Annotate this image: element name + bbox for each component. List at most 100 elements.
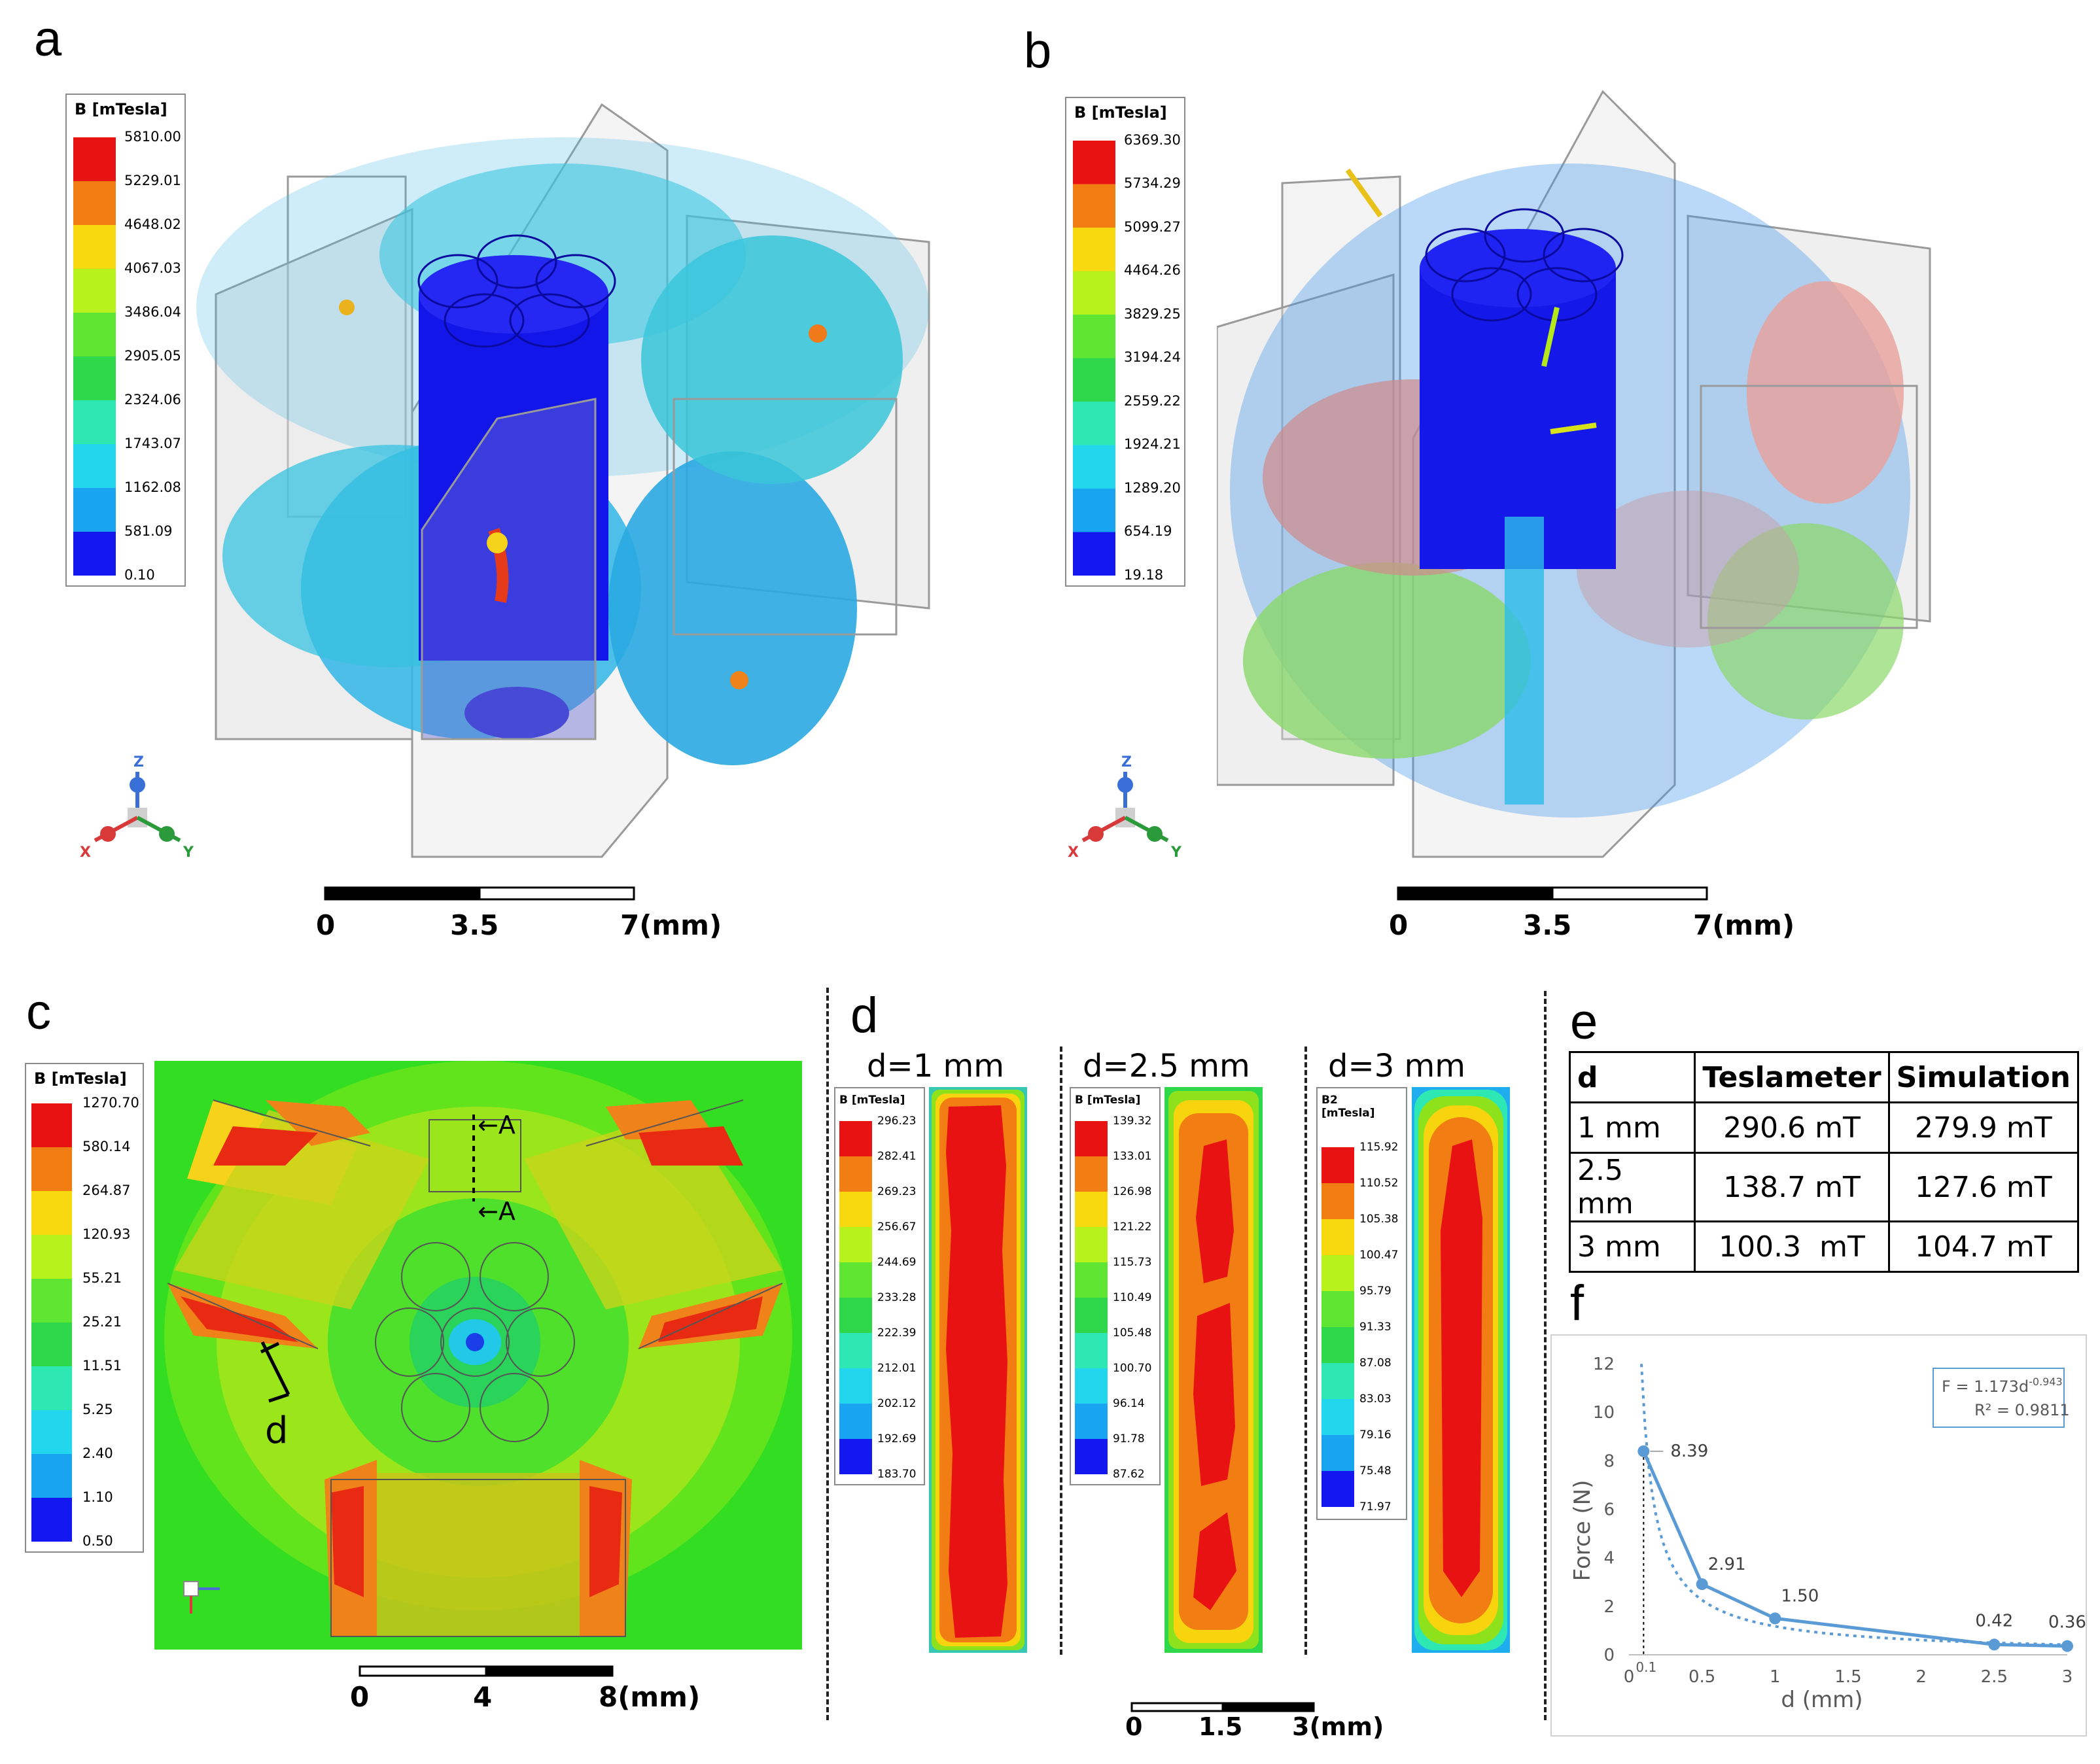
legend-value: 55.21 (82, 1270, 122, 1286)
svg-text:Z: Z (1121, 754, 1132, 770)
legend-value: 3829.25 (1124, 306, 1181, 322)
legend-panel-a: B [mTesla] 5810.00 5229.01 4648.02 4067.… (65, 94, 186, 587)
data-point (1696, 1578, 1708, 1591)
colorbar (73, 137, 116, 576)
table-header: Simulation (1887, 1051, 2080, 1103)
x-tick-label: 2 (1916, 1667, 1927, 1687)
y-tick-label: 2 (1603, 1597, 1615, 1617)
legend-panel-b: B [mTesla] 6369.30 5734.29 5099.27 4464.… (1065, 97, 1185, 587)
scale-bar (1397, 886, 1708, 901)
legend-map-2: B [mTesla] 139.32 133.01 126.98 121.22 1… (1070, 1087, 1161, 1485)
table-cell: 127.6 mT (1887, 1152, 2080, 1222)
svg-text:Y: Y (1170, 844, 1182, 861)
legend-value: 105.38 (1359, 1213, 1399, 1226)
legend-value: 115.92 (1359, 1141, 1399, 1154)
panel-c-field-map (154, 1061, 802, 1650)
y-tick-label: 8 (1603, 1451, 1615, 1471)
x-tick-label: 0.5 (1689, 1667, 1715, 1687)
panel-label-e: e (1570, 994, 1598, 1050)
legend-title: B [mTesla] (1075, 1094, 1141, 1107)
legend-value: 1743.07 (124, 436, 181, 451)
legend-value: 83.03 (1359, 1392, 1391, 1406)
legend-value: 87.62 (1113, 1468, 1145, 1481)
table-cell: 104.7 mT (1887, 1220, 2080, 1273)
legend-value: 1270.70 (82, 1095, 139, 1111)
x-tick-label: 2.5 (1981, 1667, 2008, 1687)
panel-label-b: b (1024, 23, 1052, 78)
legend-value: 121.22 (1113, 1220, 1152, 1234)
table-cell: 2.5 mm (1568, 1152, 1696, 1222)
data-label: 1.50 (1781, 1586, 1819, 1606)
legend-value: 71.97 (1359, 1500, 1391, 1513)
x-tick-label: 3 (2062, 1667, 2073, 1687)
legend-value: 654.19 (1124, 523, 1172, 539)
colorbar (1075, 1121, 1108, 1474)
axis-triad-icon: Z X Y (80, 754, 194, 861)
field-map-d3 (1412, 1087, 1510, 1653)
map-title: d=2.5 mm (1083, 1048, 1250, 1084)
y-tick-label: 10 (1593, 1403, 1615, 1423)
legend-value: 126.98 (1113, 1185, 1152, 1198)
legend-value: 4464.26 (1124, 262, 1181, 278)
legend-value: 2905.05 (124, 348, 181, 364)
table-cell: 279.9 mT (1887, 1101, 2080, 1154)
legend-value: 1289.20 (1124, 480, 1181, 496)
distance-d-label: d (265, 1409, 289, 1452)
legend-value: 5229.01 (124, 173, 181, 188)
legend-value: 100.70 (1113, 1362, 1152, 1375)
scale-label-start: 0 (1125, 1712, 1143, 1741)
table-cell: 138.7 mT (1694, 1152, 1890, 1222)
legend-value: 2559.22 (1124, 393, 1181, 409)
section-marker-a: ←A (478, 1197, 516, 1226)
x-tick-label: 1.5 (1834, 1667, 1861, 1687)
x-axis-label: d (mm) (1781, 1687, 1863, 1713)
table-header-row: d Teslameter Simulation (1568, 1051, 2080, 1103)
scale-label-end: 3(mm) (1292, 1712, 1384, 1741)
legend-value: 212.01 (877, 1362, 917, 1375)
legend-value: 4067.03 (124, 260, 181, 276)
table-row: 2.5 mm 138.7 mT 127.6 mT (1568, 1152, 2080, 1222)
data-label: 0.42 (1975, 1611, 2013, 1631)
legend-value: 110.49 (1113, 1291, 1152, 1304)
legend-value: 25.21 (82, 1314, 122, 1330)
scale-label-end: 7(mm) (620, 909, 722, 941)
x-tick-label: 0 (1624, 1667, 1635, 1687)
colorbar (1073, 141, 1115, 576)
legend-value: 75.48 (1359, 1464, 1391, 1478)
legend-value: 3194.24 (1124, 349, 1181, 365)
legend-value: 1.10 (82, 1489, 113, 1505)
table-cell: 290.6 mT (1694, 1101, 1890, 1154)
legend-value: 139.32 (1113, 1115, 1152, 1128)
svg-text:X: X (1068, 844, 1079, 861)
section-marker-a-label: A (498, 1111, 516, 1139)
legend-title: B2 [mTesla] (1321, 1094, 1375, 1120)
y-tick-label: 0 (1603, 1646, 1615, 1665)
legend-value: 120.93 (82, 1226, 131, 1242)
data-point (1637, 1445, 1650, 1457)
legend-map-1: B [mTesla] 296.23 282.41 269.23 256.67 2… (834, 1087, 925, 1485)
scale-label-mid: 1.5 (1199, 1712, 1243, 1741)
scale-label-start: 0 (350, 1681, 370, 1713)
legend-value: 580.14 (82, 1139, 131, 1154)
legend-value: 296.23 (877, 1115, 917, 1128)
scale-bar (359, 1665, 614, 1677)
scale-bar (324, 886, 635, 901)
table-header: d (1568, 1051, 1696, 1103)
divider (1304, 1046, 1307, 1655)
fit-equation-main: F = 1.173d (1942, 1377, 2029, 1396)
legend-value: 11.51 (82, 1358, 122, 1374)
legend-value: 110.52 (1359, 1177, 1399, 1190)
legend-value: 581.09 (124, 523, 173, 539)
legend-value: 5099.27 (1124, 219, 1181, 235)
legend-value: 5734.29 (1124, 175, 1181, 191)
data-label: 8.39 (1670, 1442, 1708, 1461)
scale-label-mid: 3.5 (1523, 909, 1572, 941)
legend-value: 91.33 (1359, 1321, 1391, 1334)
legend-value: 3486.04 (124, 304, 181, 320)
legend-value: 256.67 (877, 1220, 917, 1234)
legend-value: 2324.06 (124, 392, 181, 407)
legend-value: 2.40 (82, 1445, 113, 1461)
map-title: d=3 mm (1328, 1048, 1465, 1084)
legend-value: 0.50 (82, 1533, 113, 1549)
legend-value: 1924.21 (1124, 436, 1181, 452)
